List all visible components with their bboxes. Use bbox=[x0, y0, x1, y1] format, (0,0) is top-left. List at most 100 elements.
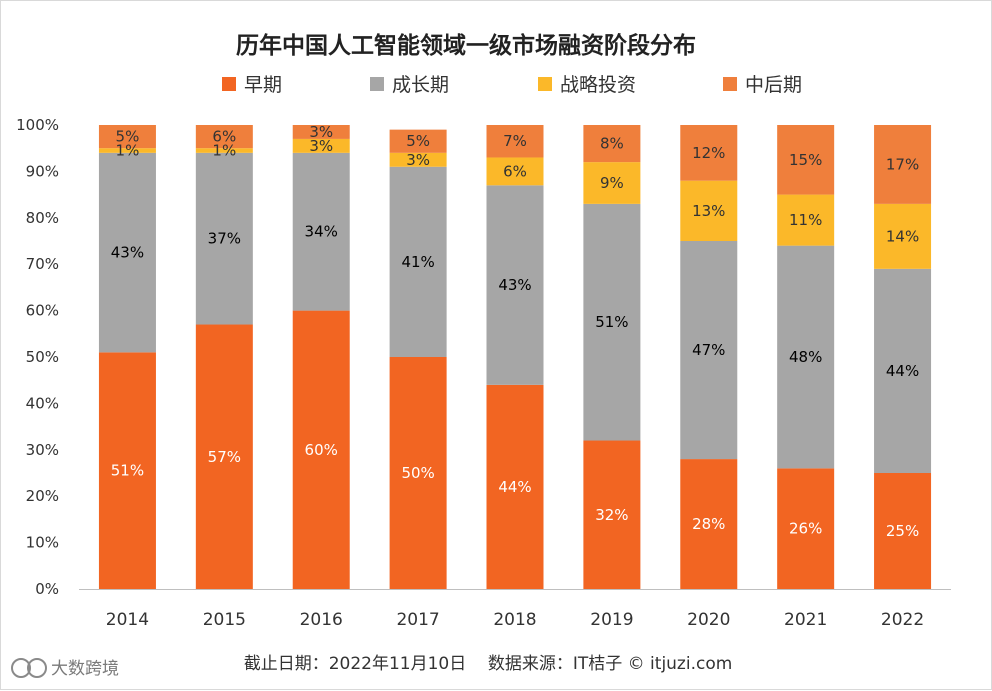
data-label-2018-s4: 7% bbox=[503, 132, 527, 150]
data-label-2019-s1: 32% bbox=[595, 506, 628, 524]
x-tick-label: 2022 bbox=[881, 610, 924, 630]
bar-segment-2018-s2 bbox=[486, 185, 544, 385]
data-label-2022-s4: 17% bbox=[886, 155, 919, 173]
y-tick-label: 20% bbox=[26, 487, 59, 505]
data-label-2014-s2: 43% bbox=[111, 244, 144, 262]
data-label-2017-s4: 5% bbox=[406, 132, 430, 150]
data-label-2021-s4: 15% bbox=[789, 151, 822, 169]
data-label-2017-s3: 3% bbox=[406, 151, 430, 169]
legend-swatch-3 bbox=[538, 77, 552, 91]
data-label-2014-s1: 51% bbox=[111, 462, 144, 480]
footer-source-note: 截止日期：2022年11月10日 数据来源：IT桔子 © itjuzi.com bbox=[244, 654, 733, 674]
data-label-2019-s4: 8% bbox=[600, 135, 624, 153]
bar-segment-2019-s3 bbox=[583, 162, 641, 204]
bar-segment-2020-s1 bbox=[680, 459, 738, 589]
data-label-2022-s2: 44% bbox=[886, 362, 919, 380]
bar-segment-2022-s4 bbox=[874, 125, 932, 204]
data-label-2018-s1: 44% bbox=[498, 478, 531, 496]
legend-swatch-1 bbox=[222, 77, 236, 91]
data-label-2022-s3: 14% bbox=[886, 227, 919, 245]
data-label-2019-s3: 9% bbox=[600, 174, 624, 192]
data-labels: 51%43%1%5%57%37%1%6%60%34%3%3%50%41%3%5%… bbox=[111, 123, 919, 540]
bar-segment-2018-s4 bbox=[486, 125, 544, 158]
bar-segment-2015-s2 bbox=[195, 152, 253, 325]
y-tick-label: 40% bbox=[26, 394, 59, 412]
bar-segment-2020-s2 bbox=[680, 241, 738, 460]
x-tick-label: 2020 bbox=[687, 610, 730, 630]
legend-label-4: 中后期 bbox=[745, 74, 802, 96]
data-label-2018-s2: 43% bbox=[498, 276, 531, 294]
data-label-2017-s2: 41% bbox=[401, 253, 434, 271]
data-label-2020-s4: 12% bbox=[692, 144, 725, 162]
y-tick-label: 50% bbox=[26, 348, 59, 366]
bar-segment-2022-s2 bbox=[874, 268, 932, 473]
x-tick-label: 2014 bbox=[106, 610, 149, 630]
y-tick-label: 60% bbox=[26, 302, 59, 320]
data-label-2015-s2: 37% bbox=[208, 230, 241, 248]
legend-label-2: 成长期 bbox=[392, 74, 449, 96]
bar-segment-2019-s4 bbox=[583, 125, 641, 163]
data-label-2019-s2: 51% bbox=[595, 313, 628, 331]
y-tick-label: 80% bbox=[26, 209, 59, 227]
data-label-2021-s1: 26% bbox=[789, 520, 822, 538]
x-tick-label: 2021 bbox=[784, 610, 827, 630]
data-label-2016-s4: 3% bbox=[309, 123, 333, 141]
bar-segment-2015-s3 bbox=[195, 148, 253, 153]
x-axis: 2014 2015 2016 2017 2018 2019 2020 2021 2022 bbox=[79, 589, 951, 630]
y-tick-label: 70% bbox=[26, 255, 59, 273]
data-label-2020-s1: 28% bbox=[692, 515, 725, 533]
legend: 早期 成长期 战略投资 中后期 bbox=[222, 74, 802, 96]
data-label-2015-s3: 1% bbox=[212, 142, 236, 160]
bar-segment-2021-s1 bbox=[777, 468, 835, 589]
bar-segment-2017-s3 bbox=[389, 152, 447, 167]
legend-label-3: 战略投资 bbox=[560, 74, 636, 96]
y-tick-label: 90% bbox=[26, 162, 59, 180]
bar-segment-2017-s2 bbox=[389, 166, 447, 357]
data-label-2014-s4: 5% bbox=[116, 128, 140, 146]
data-label-2020-s2: 47% bbox=[692, 341, 725, 359]
bar-segment-2014-s2 bbox=[98, 152, 156, 353]
x-tick-label: 2015 bbox=[203, 610, 246, 630]
bar-segment-2017-s1 bbox=[389, 357, 447, 589]
bar-segment-2022-s1 bbox=[874, 473, 932, 589]
x-tick-label: 2017 bbox=[396, 610, 439, 630]
data-label-2018-s3: 6% bbox=[503, 162, 527, 180]
bar-segment-2021-s4 bbox=[777, 125, 835, 195]
x-tick-label: 2016 bbox=[300, 610, 343, 630]
chart-title: 历年中国人工智能领域一级市场融资阶段分布 bbox=[236, 32, 696, 59]
watermark-logo-icon bbox=[11, 658, 47, 678]
data-label-2021-s2: 48% bbox=[789, 348, 822, 366]
bar-segment-2015-s4 bbox=[195, 125, 253, 149]
bar-segment-2017-s4 bbox=[389, 129, 447, 153]
data-label-2022-s1: 25% bbox=[886, 522, 919, 540]
watermark: 大数跨境 bbox=[11, 658, 119, 679]
y-tick-label: 100% bbox=[16, 116, 59, 134]
bar-segment-2021-s3 bbox=[777, 194, 835, 246]
watermark-text: 大数跨境 bbox=[51, 659, 119, 679]
bar-segment-2015-s1 bbox=[195, 324, 253, 589]
data-label-2017-s1: 50% bbox=[401, 464, 434, 482]
y-axis: 0% 10% 20% 30% 40% 50% 60% 70% 80% 90% 100% bbox=[16, 116, 59, 598]
data-label-2016-s3: 3% bbox=[309, 137, 333, 155]
bar-segment-2018-s3 bbox=[486, 157, 544, 186]
y-tick-label: 30% bbox=[26, 441, 59, 459]
bar-segment-2022-s3 bbox=[874, 203, 932, 269]
bar-segment-2016-s2 bbox=[292, 152, 350, 311]
y-tick-label: 10% bbox=[26, 534, 59, 552]
bar-segment-2020-s3 bbox=[680, 180, 738, 241]
legend-swatch-2 bbox=[370, 77, 384, 91]
legend-label-1: 早期 bbox=[244, 74, 282, 96]
bar-segment-2019-s1 bbox=[583, 440, 641, 589]
data-label-2015-s1: 57% bbox=[208, 448, 241, 466]
x-tick-label: 2018 bbox=[493, 610, 536, 630]
x-tick-label: 2019 bbox=[590, 610, 633, 630]
data-label-2021-s3: 11% bbox=[789, 211, 822, 229]
bar-segment-2021-s2 bbox=[777, 245, 835, 469]
y-tick-label: 0% bbox=[35, 580, 59, 598]
bar-segment-2016-s1 bbox=[292, 310, 350, 589]
bar-segment-2016-s4 bbox=[292, 125, 350, 139]
bar-segment-2014-s3 bbox=[98, 148, 156, 153]
legend-swatch-4 bbox=[723, 77, 737, 91]
